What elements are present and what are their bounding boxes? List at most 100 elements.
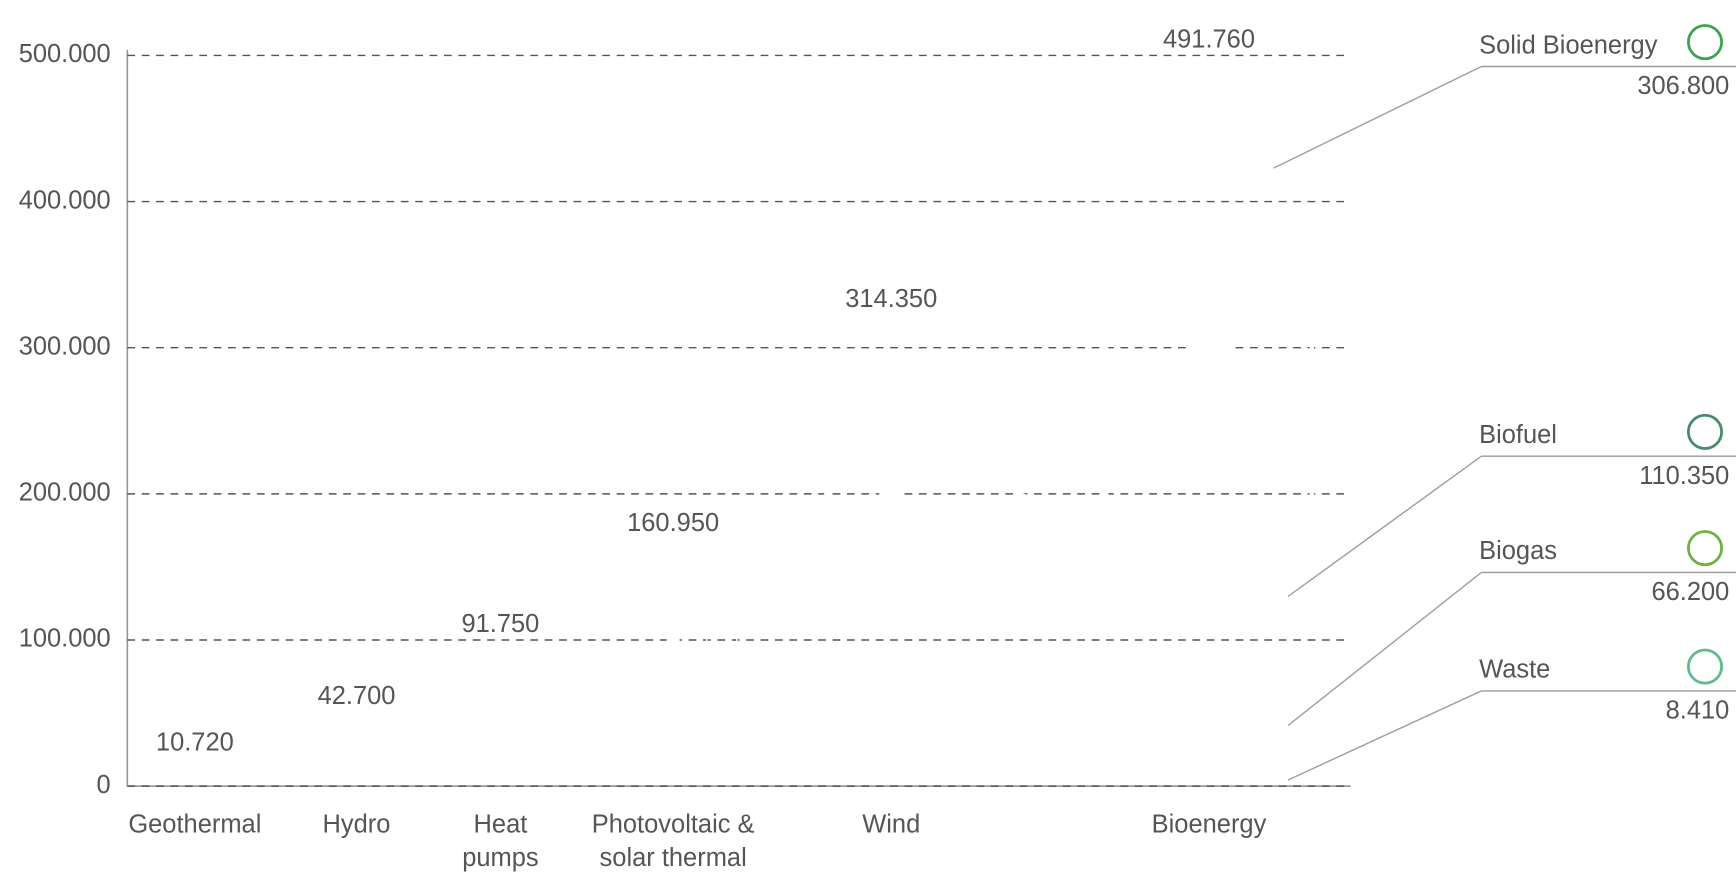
legend-name: Biogas <box>1479 537 1557 565</box>
roll-gap <box>196 776 201 780</box>
x-label-box: Hydro <box>323 809 391 838</box>
y-tick-label: 300.000 <box>19 332 111 360</box>
x-tick-label: Geothermal <box>128 809 262 839</box>
hat-slot <box>1219 63 1227 92</box>
hat-slot <box>898 324 903 342</box>
figure-details <box>824 324 1058 612</box>
figure-details <box>480 651 549 736</box>
hat-slot <box>1191 63 1199 92</box>
tie <box>354 740 359 757</box>
figure <box>1029 67 1496 786</box>
roll-end <box>376 750 380 754</box>
figure-fill <box>776 327 1075 786</box>
value-label: 91.750 <box>461 610 539 638</box>
figure <box>191 770 201 786</box>
roll-end <box>736 636 748 649</box>
tie <box>664 613 682 676</box>
roll-end <box>1035 520 1058 545</box>
legend-icon <box>1687 413 1723 450</box>
value-label: 314.350 <box>845 285 937 313</box>
value-label: 10.720 <box>156 729 234 757</box>
y-tick-label: 0 <box>97 771 111 799</box>
y-tick-label: 200.000 <box>19 479 111 507</box>
figure <box>467 652 554 786</box>
figure <box>614 551 767 786</box>
legend-name: Waste <box>1479 656 1550 684</box>
legend-value: 66.200 <box>1651 578 1729 606</box>
tie <box>194 774 196 779</box>
roll-details <box>515 700 549 730</box>
figure <box>341 724 382 786</box>
leader-line <box>1287 571 1482 727</box>
figure-fill <box>191 770 201 786</box>
roll-details <box>1288 327 1469 483</box>
hat-slot <box>357 723 358 726</box>
leader-line <box>1273 65 1482 169</box>
stack-segment <box>1029 67 1496 515</box>
roll-gap <box>363 748 378 760</box>
stack-segment <box>1029 516 1496 677</box>
stack-segment <box>1029 774 1496 786</box>
x-tick-label: Heat pumps <box>462 809 539 872</box>
figure-details <box>1104 63 1469 514</box>
roll-details <box>699 636 759 687</box>
roll-details <box>363 746 380 760</box>
leader-line <box>1287 690 1482 781</box>
legend-icon <box>1687 530 1723 567</box>
roll-gap <box>515 705 546 730</box>
x-label-box: Heat pumps <box>462 809 539 872</box>
figure-details <box>347 723 380 763</box>
roll-end <box>199 777 201 778</box>
tie <box>874 448 908 571</box>
roll-end <box>1401 327 1435 365</box>
leader-line <box>1287 455 1482 598</box>
x-tick-label: Bioenergy <box>1151 809 1267 839</box>
figure-fill <box>341 724 382 786</box>
x-label-box: Photovoltaic & solar thermal <box>591 809 755 872</box>
legend-name: Solid Bioenergy <box>1479 31 1658 59</box>
legend-value: 110.350 <box>1639 462 1729 490</box>
roll-gap <box>699 644 753 687</box>
roll-gap <box>1288 354 1451 483</box>
roll-details <box>942 492 1058 592</box>
roll-end <box>536 700 543 708</box>
legend-value: 8.410 <box>1666 697 1730 725</box>
roll-end <box>373 746 377 750</box>
roll-end <box>1434 370 1469 408</box>
roll-end <box>1014 492 1036 517</box>
figure-details <box>638 549 759 697</box>
legend-icon <box>1687 24 1723 61</box>
hat-slot <box>880 324 885 342</box>
hat-slot <box>497 651 499 657</box>
hat-slot <box>502 651 504 657</box>
legend-icon <box>1687 648 1723 685</box>
y-tick-label: 400.000 <box>19 186 111 214</box>
legend-value: 306.800 <box>1637 72 1729 100</box>
x-label-box: Bioenergy <box>1151 809 1267 839</box>
y-tick-label: 100.000 <box>19 625 111 653</box>
hat-slot <box>667 549 670 559</box>
value-label: 160.950 <box>627 509 719 537</box>
legend-name: Biofuel <box>1479 421 1557 449</box>
figure-fill <box>614 551 767 786</box>
roll-details <box>196 776 201 780</box>
roll-end <box>542 708 549 716</box>
hat-slot <box>355 723 356 726</box>
y-tick-label: 500.000 <box>19 40 111 68</box>
tie <box>1183 257 1235 449</box>
figure-details <box>192 770 201 781</box>
hat-slot <box>676 549 679 559</box>
x-label-box: Wind <box>862 809 921 839</box>
x-tick-label: Photovoltaic & solar thermal <box>591 809 755 872</box>
value-label: 491.760 <box>1163 26 1255 54</box>
x-label-box: Geothermal <box>128 809 262 839</box>
tie <box>495 687 506 724</box>
roll-end <box>747 650 759 663</box>
figure-fill <box>467 652 554 786</box>
value-label: 42.700 <box>318 682 396 710</box>
roll-gap <box>942 510 1046 592</box>
roll-end <box>199 776 200 777</box>
x-tick-label: Wind <box>862 809 921 839</box>
